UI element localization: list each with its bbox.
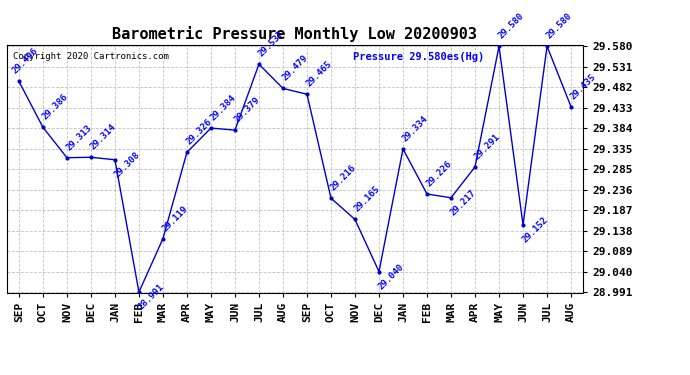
Text: 29.379: 29.379 (232, 95, 262, 124)
Text: 29.384: 29.384 (208, 93, 237, 123)
Text: 29.152: 29.152 (520, 215, 549, 244)
Text: 29.308: 29.308 (112, 150, 141, 179)
Text: 29.580: 29.580 (544, 12, 573, 41)
Text: 29.334: 29.334 (400, 114, 429, 143)
Text: Pressure 29.580es(Hg): Pressure 29.580es(Hg) (353, 53, 484, 62)
Text: 29.435: 29.435 (569, 72, 598, 101)
Text: Copyright 2020 Cartronics.com: Copyright 2020 Cartronics.com (12, 53, 168, 62)
Text: 29.326: 29.326 (184, 117, 213, 147)
Title: Barometric Pressure Monthly Low 20200903: Barometric Pressure Monthly Low 20200903 (112, 27, 477, 42)
Text: 29.216: 29.216 (328, 164, 357, 193)
Text: 29.217: 29.217 (448, 188, 477, 217)
Text: 29.465: 29.465 (304, 60, 333, 89)
Text: 29.537: 29.537 (256, 30, 286, 58)
Text: 29.314: 29.314 (88, 123, 117, 152)
Text: 29.313: 29.313 (64, 123, 93, 152)
Text: 28.991: 28.991 (136, 282, 166, 312)
Text: 29.386: 29.386 (40, 93, 69, 122)
Text: 29.119: 29.119 (160, 204, 189, 233)
Text: 29.496: 29.496 (10, 46, 40, 76)
Text: 29.291: 29.291 (472, 132, 502, 161)
Text: 29.580: 29.580 (496, 12, 525, 41)
Text: 29.226: 29.226 (424, 159, 453, 189)
Text: 29.479: 29.479 (280, 54, 309, 83)
Text: 29.040: 29.040 (376, 262, 406, 291)
Text: 29.165: 29.165 (352, 185, 382, 214)
